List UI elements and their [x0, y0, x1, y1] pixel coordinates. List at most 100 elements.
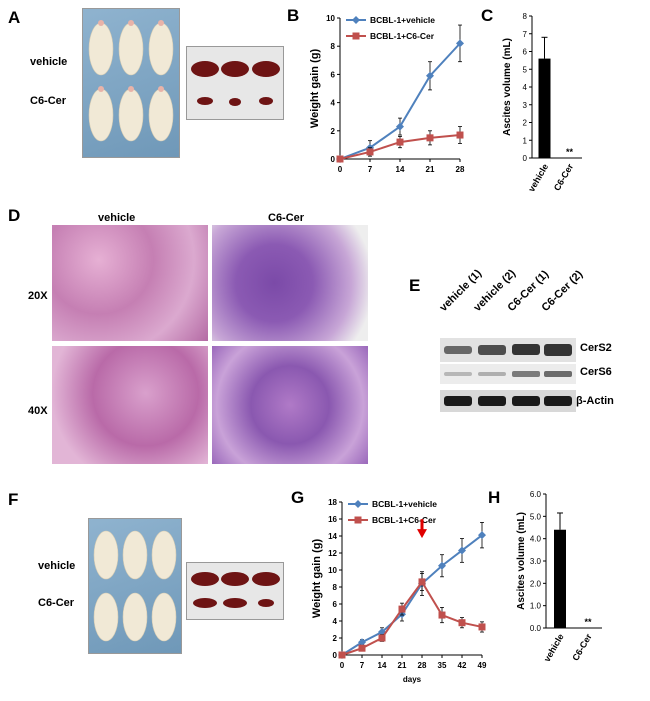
- data-point: [396, 138, 404, 146]
- y-axis-label: Weight gain (g): [309, 49, 321, 129]
- series-line: [341, 534, 483, 656]
- x-axis-label: days: [403, 675, 422, 684]
- data-point: [478, 623, 486, 631]
- y-axis-label: Weight gain (g): [311, 539, 323, 619]
- x-tick-label: C6-Cer: [552, 162, 576, 193]
- x-tick-label: 14: [396, 165, 405, 174]
- band-cers2: CerS2: [580, 342, 612, 354]
- y-tick-label: 2.0: [530, 579, 542, 588]
- y-tick-label: 6: [331, 70, 336, 79]
- y-tick-label: 10: [326, 14, 335, 23]
- histology-c6cer-40x: [212, 346, 368, 464]
- y-tick-label: 14: [328, 532, 337, 541]
- x-tick-label: 0: [338, 165, 343, 174]
- y-tick-label: 6: [523, 48, 528, 57]
- a-label-vehicle: vehicle: [30, 56, 68, 68]
- panel-label-c: C: [481, 6, 494, 25]
- y-tick-label: 4.0: [530, 535, 542, 544]
- panel-label-f: F: [8, 490, 19, 509]
- mice-photo-f: [88, 518, 182, 654]
- x-tick-label: C6-Cer: [570, 632, 594, 663]
- y-tick-label: 1.0: [530, 602, 542, 611]
- histology-vehicle-40x: [52, 346, 208, 464]
- data-point: [438, 561, 446, 570]
- data-point: [478, 531, 486, 540]
- band-cers6: CerS6: [580, 366, 612, 378]
- x-tick-label: 14: [378, 661, 387, 670]
- panel-label-h: H: [488, 488, 501, 507]
- histology-c6cer-20x: [212, 225, 368, 341]
- y-tick-label: 4: [331, 99, 336, 108]
- data-point: [438, 611, 446, 619]
- data-point: [378, 634, 386, 642]
- x-tick-label: 49: [478, 661, 487, 670]
- panel-label-b: B: [287, 6, 300, 25]
- legend-label: BCBL-1+C6-Cer: [370, 31, 435, 41]
- chart-c: 0 1 2 3 4 5 6 7 8 Ascites volume (mL) vehicle C6-Ce…: [502, 12, 582, 193]
- blot-actin: [440, 390, 576, 412]
- y-tick-label: 12: [328, 549, 337, 558]
- blot-cers6: [440, 364, 576, 384]
- x-tick-label: vehicle: [542, 632, 566, 663]
- x-tick-label: 28: [418, 661, 427, 670]
- y-tick-label: 2: [333, 634, 338, 643]
- data-point: [358, 638, 366, 647]
- y-axis-label: Ascites volume (mL): [516, 512, 527, 610]
- y-axis-label: Ascites volume (mL): [502, 38, 513, 136]
- y-tick-label: 8: [523, 12, 528, 21]
- d-col-c6cer: C6-Cer: [268, 212, 305, 224]
- x-tick-label: 42: [458, 661, 467, 670]
- spleen-photo-f: [186, 562, 284, 620]
- legend-marker: [354, 500, 362, 508]
- data-point: [418, 578, 426, 586]
- f-label-c6cer: C6-Cer: [38, 597, 75, 609]
- y-tick-label: 5.0: [530, 512, 542, 521]
- y-tick-label: 4: [333, 617, 338, 626]
- d-row-40x: 40X: [28, 405, 48, 417]
- y-tick-label: 2: [523, 119, 528, 128]
- data-point: [398, 605, 406, 613]
- y-tick-label: 0: [331, 155, 336, 164]
- panel-label-e: E: [409, 276, 421, 295]
- x-tick-label: 7: [360, 661, 365, 670]
- y-tick-label: 0: [333, 651, 338, 660]
- legend-marker: [352, 16, 360, 24]
- bar: [582, 627, 594, 629]
- y-tick-label: 10: [328, 566, 337, 575]
- d-col-vehicle: vehicle: [98, 212, 136, 224]
- e-lane-labels: vehicle (1) vehicle (2) C6-Cer (1) C6-Ce…: [438, 267, 626, 340]
- significance-marker: **: [584, 617, 592, 627]
- panel-label-d: D: [8, 206, 21, 225]
- bar: [563, 157, 576, 159]
- significance-marker: **: [566, 147, 574, 157]
- y-tick-label: 6: [333, 600, 338, 609]
- bar: [554, 529, 566, 628]
- mice-photo-a: [82, 8, 180, 158]
- band-actin: β-Actin: [576, 395, 614, 407]
- y-tick-label: 16: [328, 515, 337, 524]
- x-tick-label: 35: [438, 661, 447, 670]
- blot-cers2: [440, 338, 576, 362]
- legend-label: BCBL-1+vehicle: [372, 499, 437, 509]
- data-point: [338, 651, 346, 659]
- data-point: [366, 148, 374, 156]
- y-tick-label: 0: [523, 154, 528, 163]
- x-tick-label: 7: [368, 165, 373, 174]
- chart-g: 0 2 4 6 8 10 12 14 16 18 0 7 14 21 28 35 42 49 Weight gain…: [311, 498, 487, 684]
- x-tick-label: vehicle: [526, 162, 550, 193]
- f-label-vehicle: vehicle: [38, 560, 76, 572]
- panel-label-g: G: [291, 488, 305, 507]
- data-point: [426, 134, 434, 142]
- y-tick-label: 0.0: [530, 624, 542, 633]
- y-tick-label: 6.0: [530, 490, 542, 499]
- a-label-c6cer: C6-Cer: [30, 95, 67, 107]
- data-point: [456, 131, 464, 139]
- chart-h: 0.0 1.0 2.0 3.0 4.0 5.0 6.0 Ascites volume (mL)…: [516, 490, 602, 663]
- x-tick-label: 28: [456, 165, 465, 174]
- y-tick-label: 4: [523, 83, 528, 92]
- x-tick-label: 0: [340, 661, 345, 670]
- data-point: [336, 155, 344, 163]
- data-point: [358, 644, 366, 652]
- d-row-20x: 20X: [28, 290, 48, 302]
- legend-label: BCBL-1+C6-Cer: [372, 515, 437, 525]
